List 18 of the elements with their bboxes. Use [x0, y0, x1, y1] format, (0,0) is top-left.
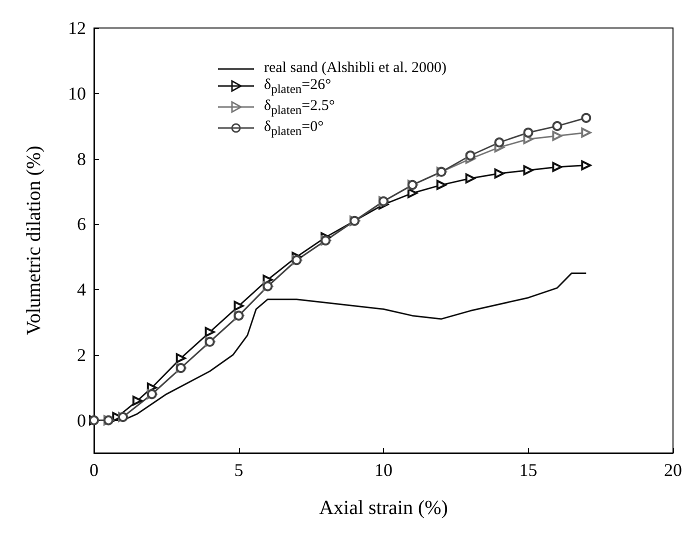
x-axis-title: Axial strain (%) — [319, 497, 448, 519]
y-tick-label: 0 — [77, 410, 86, 430]
y-tick-label: 10 — [68, 83, 86, 104]
y-tick-label: 4 — [77, 280, 86, 300]
y-tick-label: 6 — [77, 214, 86, 234]
legend-label: δ$_{platen}$=0° — [264, 119, 324, 138]
y-axis-title: Volumetric dilation (%) — [23, 146, 45, 336]
x-tick-label: 10 — [374, 460, 392, 480]
legend-label: δ$_{platen}$=26° — [264, 77, 332, 96]
y-tick-label: 12 — [68, 18, 86, 38]
y-tick-label: 2 — [77, 344, 86, 365]
x-tick-label: 0 — [90, 460, 98, 480]
x-tick-label: 15 — [519, 460, 538, 480]
legend-label: δ$_{platen}$=2.5° — [264, 98, 335, 117]
legend-label: real sand (Alshibli et al. 2000) — [264, 60, 446, 76]
y-tick-label: 8 — [77, 148, 86, 169]
x-tick-label: 20 — [664, 460, 682, 480]
x-tick-label: 5 — [234, 460, 244, 480]
